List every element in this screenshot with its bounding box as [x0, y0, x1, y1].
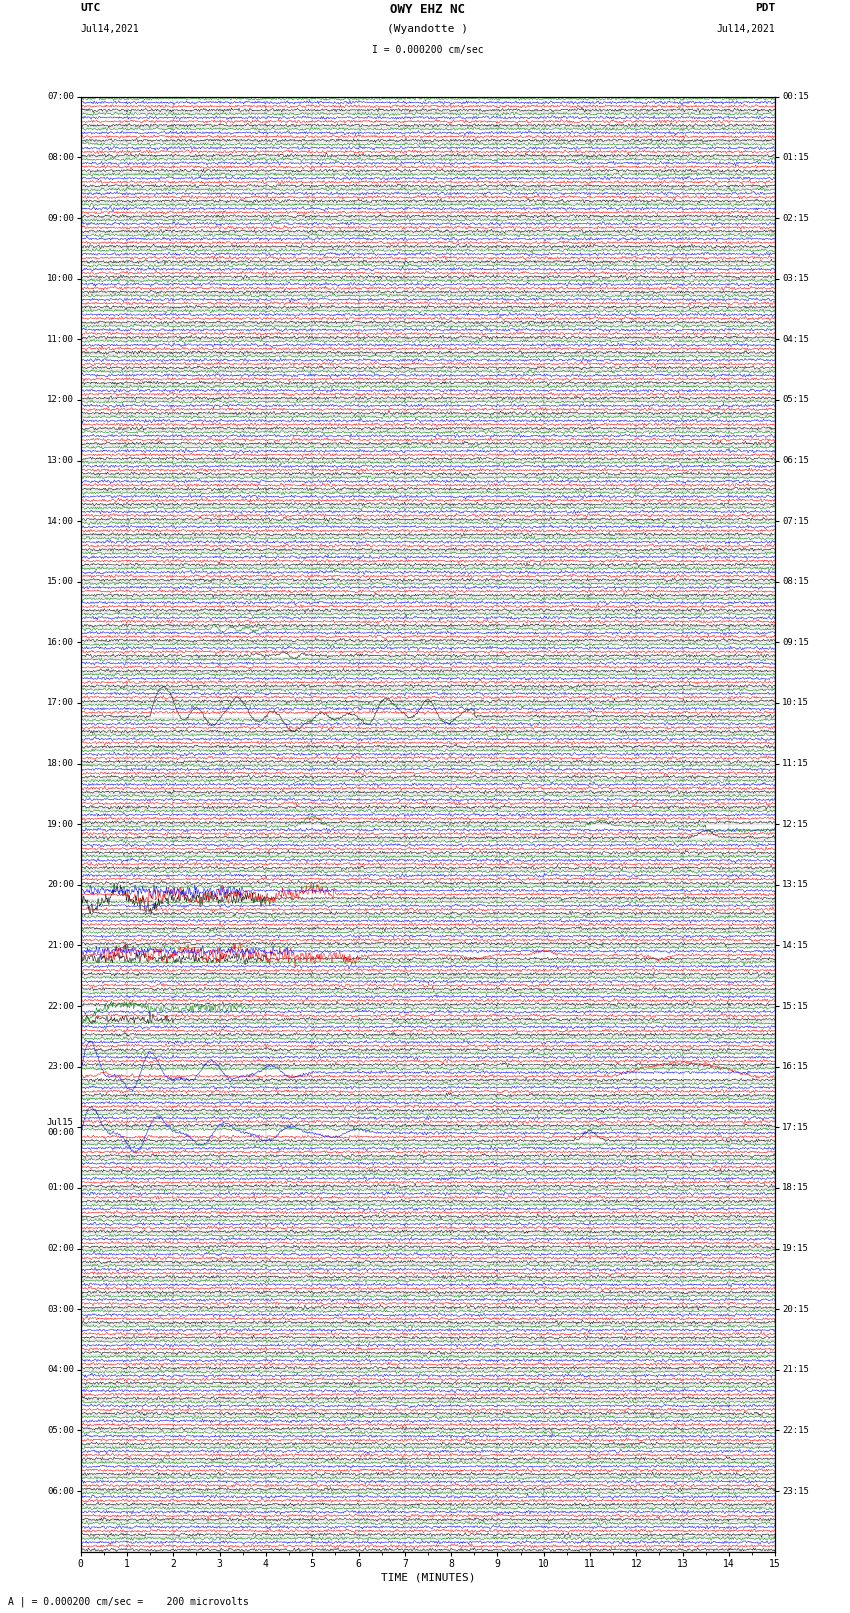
Text: (Wyandotte ): (Wyandotte ) [388, 24, 468, 34]
Text: UTC: UTC [81, 3, 101, 13]
Text: I = 0.000200 cm/sec: I = 0.000200 cm/sec [372, 45, 484, 55]
X-axis label: TIME (MINUTES): TIME (MINUTES) [381, 1573, 475, 1582]
Text: Jul14,2021: Jul14,2021 [81, 24, 139, 34]
Text: PDT: PDT [755, 3, 775, 13]
Text: A | = 0.000200 cm/sec =    200 microvolts: A | = 0.000200 cm/sec = 200 microvolts [8, 1595, 249, 1607]
Text: Jul14,2021: Jul14,2021 [717, 24, 775, 34]
Text: OWY EHZ NC: OWY EHZ NC [390, 3, 466, 16]
